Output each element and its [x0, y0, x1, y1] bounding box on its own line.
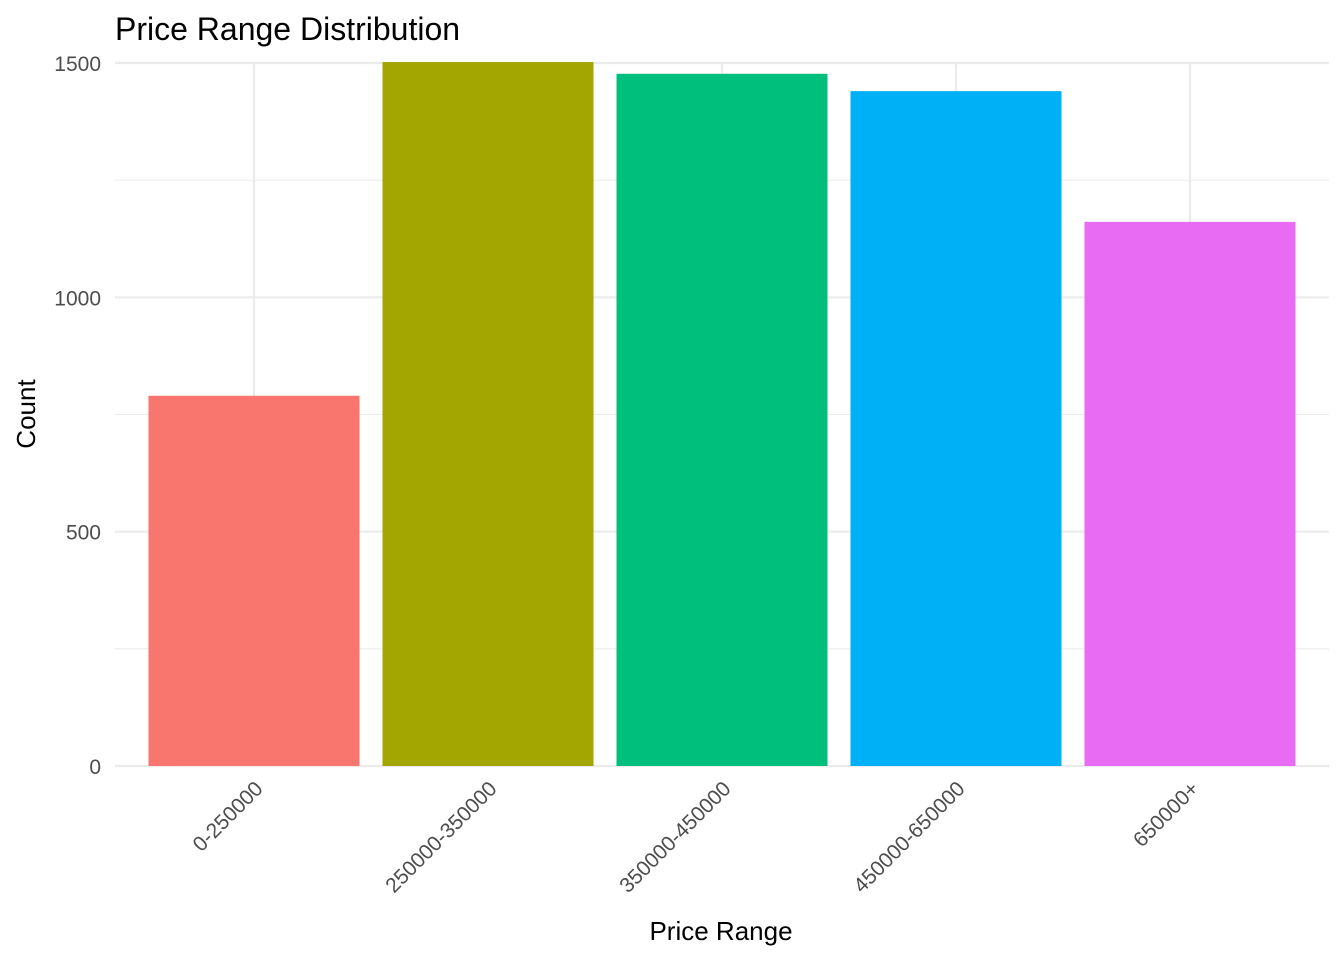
x-axis-ticks: 0-250000 250000-350000 350000-450000 450000…: [189, 777, 1204, 897]
bar-450000-650000: [850, 91, 1062, 767]
y-tick-label: 0: [89, 756, 101, 779]
x-tick-label: 350000-450000: [615, 777, 735, 897]
y-tick-label: 500: [66, 522, 101, 545]
bar-350000-450000: [616, 73, 828, 766]
y-axis-ticks: 0 500 1000 1500: [54, 53, 101, 779]
bar-250000-350000: [382, 62, 594, 766]
bars: [148, 62, 1296, 767]
x-tick-label: 650000+: [1129, 777, 1203, 851]
x-tick-label: 450000-650000: [849, 777, 969, 897]
x-tick-label: 250000-350000: [381, 777, 501, 897]
x-axis-title: Price Range: [649, 916, 792, 946]
chart-title: Price Range Distribution: [115, 11, 460, 47]
bar-650000+: [1084, 221, 1296, 767]
y-tick-label: 1500: [54, 53, 101, 76]
bar-0-250000: [148, 395, 360, 766]
y-tick-label: 1000: [54, 287, 101, 310]
x-tick-label: 0-250000: [189, 777, 268, 856]
y-axis-title: Count: [11, 379, 41, 449]
